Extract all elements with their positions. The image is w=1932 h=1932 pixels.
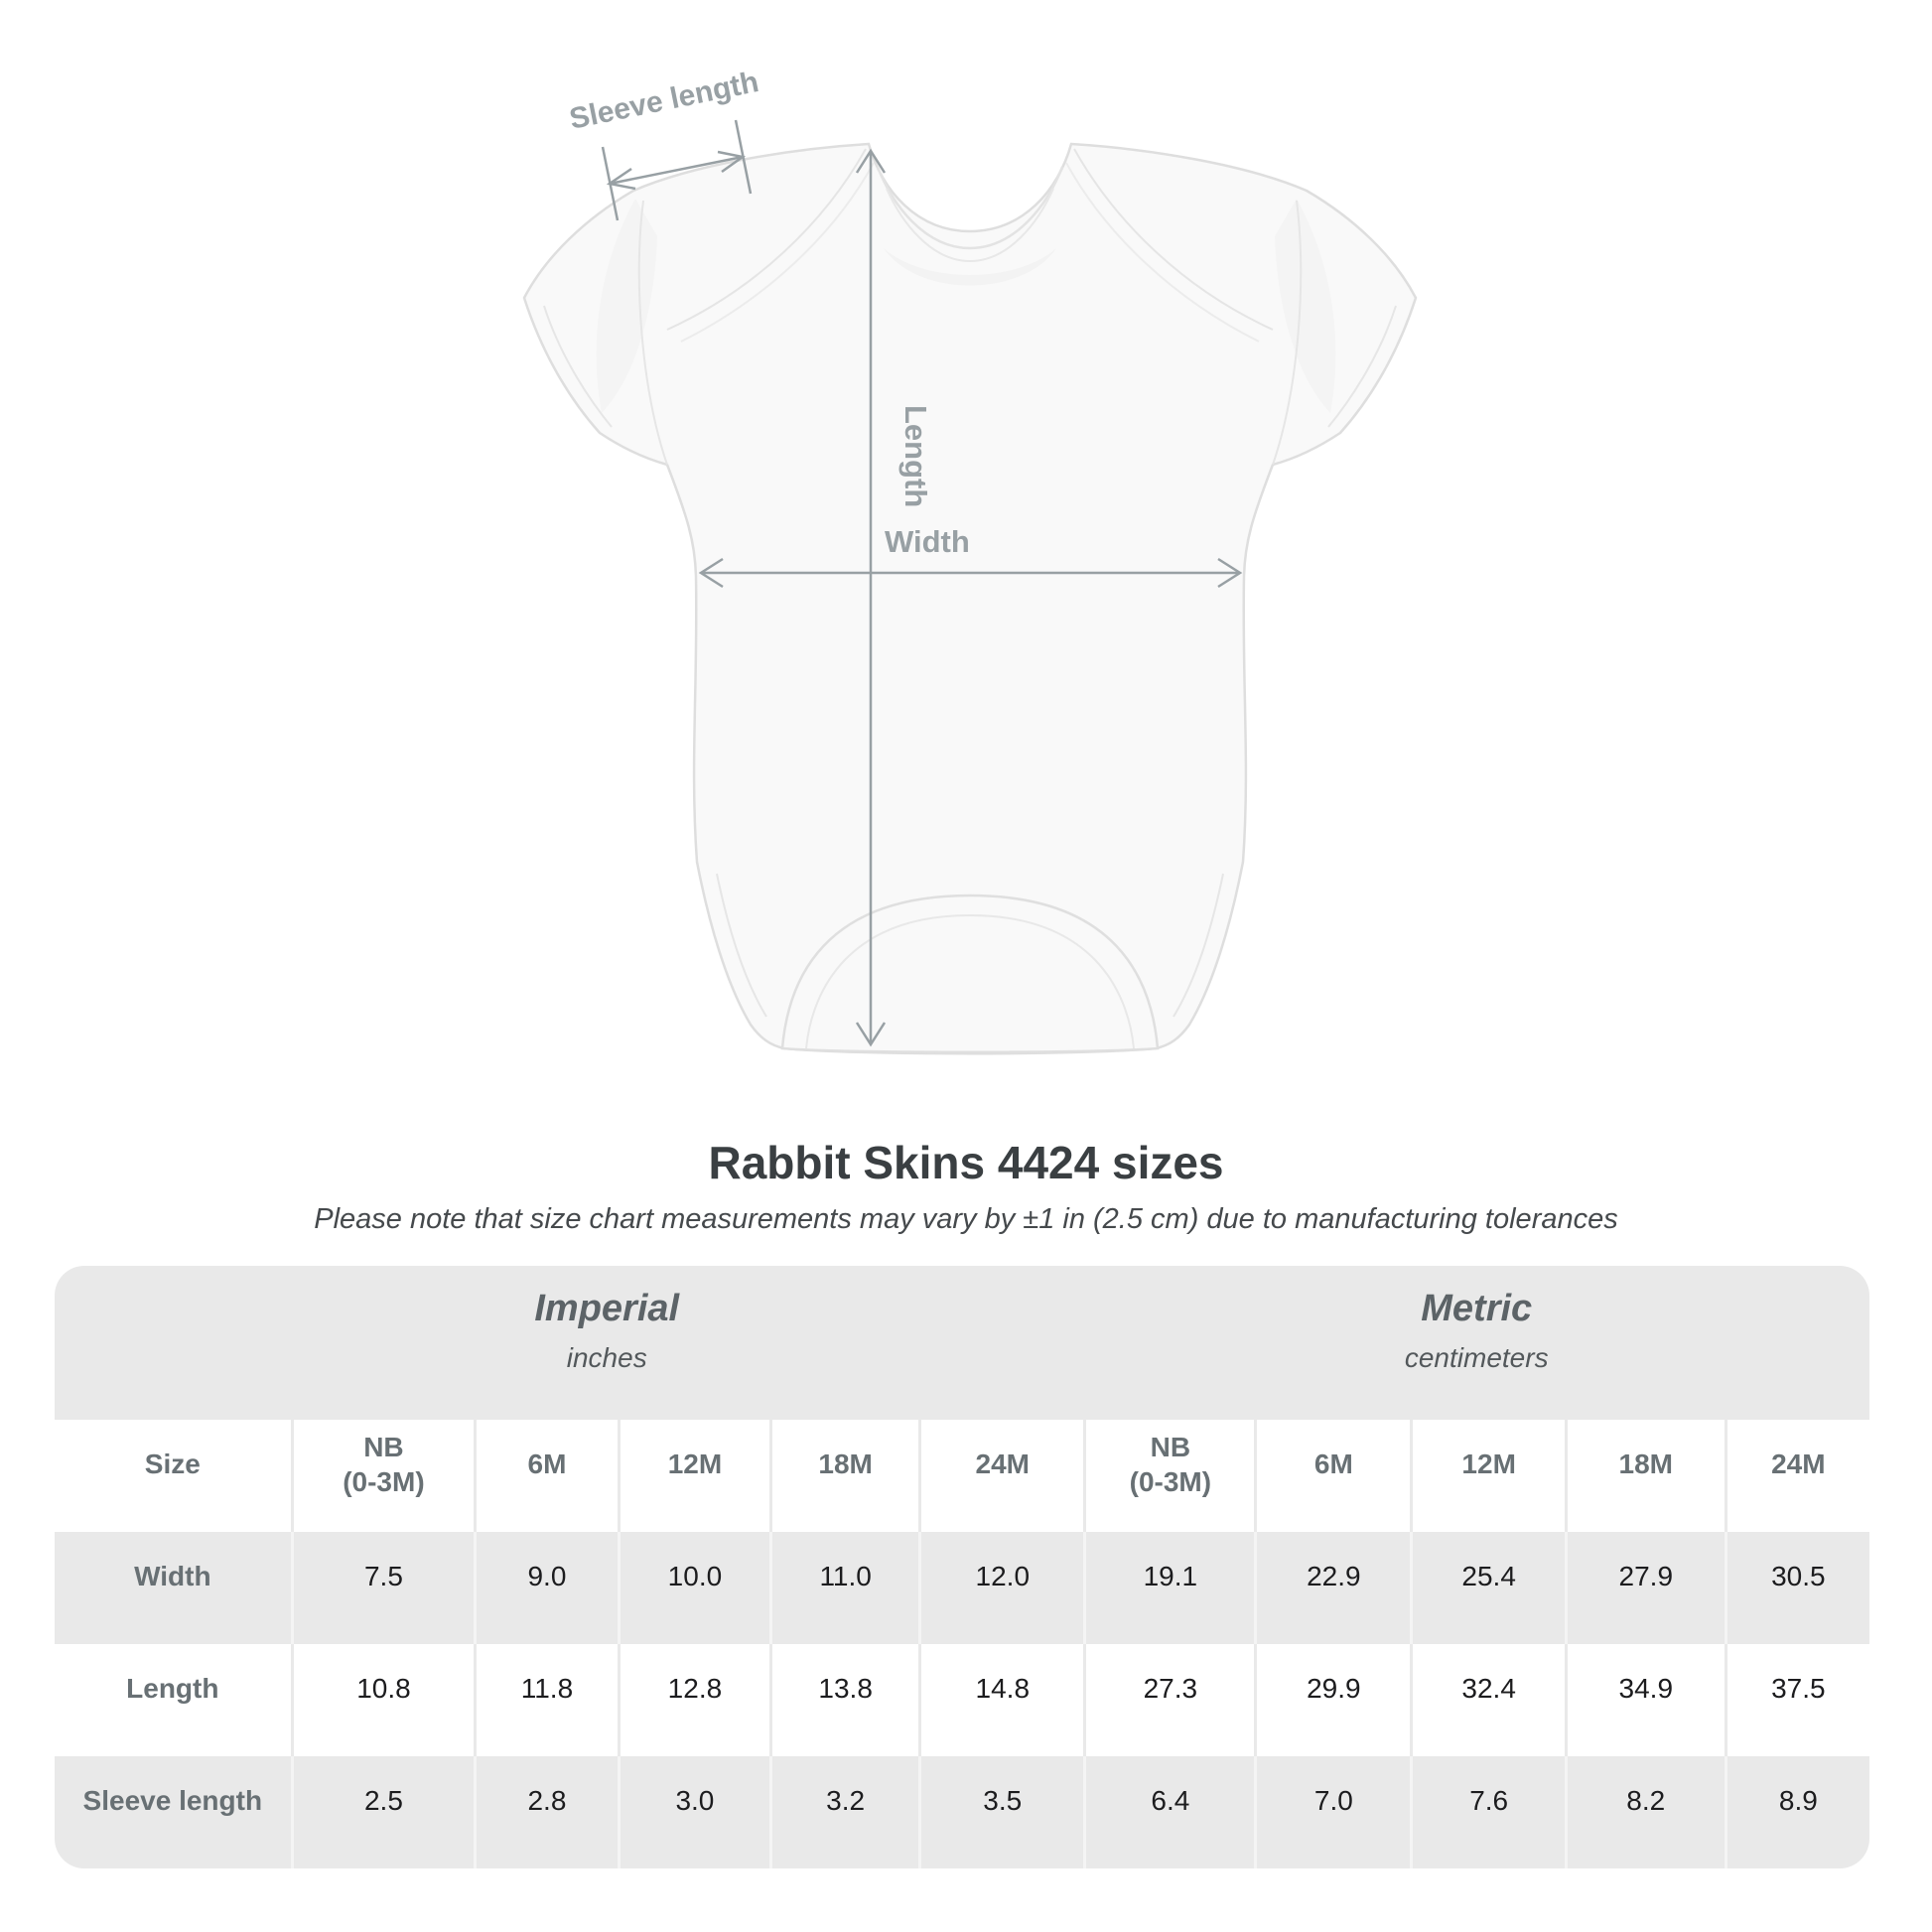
table-row-width: Width 7.5 9.0 10.0 11.0 12.0 19.1 22.9 2…	[55, 1532, 1869, 1644]
unit-group-imperial: Imperial inches	[55, 1266, 1084, 1420]
cell: 3.2	[769, 1756, 919, 1868]
cell: 29.9	[1254, 1644, 1411, 1756]
cell: 32.4	[1410, 1644, 1565, 1756]
sleeve-shading-right	[1275, 199, 1336, 413]
cell: 7.0	[1254, 1756, 1411, 1868]
row-label: Length	[55, 1644, 291, 1756]
lap-shoulder-binding-right	[1065, 162, 1260, 343]
neck-shading	[884, 248, 1056, 286]
size-table: Imperial inches Metric centimeters Size …	[55, 1266, 1869, 1868]
cell: 7.6	[1410, 1756, 1565, 1868]
snap-flap	[780, 894, 1160, 1053]
lap-shoulder-seam-right	[1073, 148, 1274, 331]
col-header: 6M	[1254, 1420, 1411, 1532]
cell: 13.8	[769, 1644, 919, 1756]
onesie-graphic: Sleeve length Length Width	[522, 66, 1418, 1055]
leg-binding-left	[716, 873, 767, 1018]
size-header: Size	[55, 1420, 291, 1532]
sleeve-shading-left	[596, 199, 657, 413]
size-table-wrap: Imperial inches Metric centimeters Size …	[55, 1266, 1869, 1868]
cell: 9.0	[474, 1532, 618, 1644]
sleeve-length-arrow	[601, 119, 753, 221]
unit-band-row: Imperial inches Metric centimeters	[55, 1266, 1869, 1420]
metric-units: centimeters	[1404, 1342, 1549, 1373]
cell: 10.8	[290, 1644, 475, 1756]
cell: 34.9	[1564, 1644, 1725, 1756]
onesie-diagram: Sleeve length Length Width	[522, 66, 1418, 1055]
cell: 12.8	[617, 1644, 770, 1756]
unit-group-metric: Metric centimeters	[1083, 1266, 1869, 1420]
column-header-row: Size NB (0-3M) 6M 12M 18M 24M NB (0-3M) …	[55, 1420, 1869, 1532]
row-label: Sleeve length	[55, 1756, 291, 1868]
snap-flap-binding	[805, 913, 1135, 1049]
col-header: NB (0-3M)	[1083, 1420, 1255, 1532]
width-label: Width	[885, 524, 970, 559]
lap-shoulder-seam-left	[666, 148, 867, 331]
cell: 10.0	[617, 1532, 770, 1644]
length-label: Length	[898, 405, 933, 507]
cell: 25.4	[1410, 1532, 1565, 1644]
cell: 37.5	[1724, 1644, 1869, 1756]
imperial-label: Imperial	[534, 1288, 680, 1329]
cell: 3.5	[918, 1756, 1084, 1868]
cell: 22.9	[1254, 1532, 1411, 1644]
col-header: 18M	[769, 1420, 919, 1532]
cell: 8.2	[1564, 1756, 1725, 1868]
cell: 8.9	[1724, 1756, 1869, 1868]
cell: 2.5	[290, 1756, 475, 1868]
imperial-units: inches	[566, 1342, 647, 1373]
col-header: 18M	[1564, 1420, 1725, 1532]
col-header: NB (0-3M)	[290, 1420, 475, 1532]
col-header: 6M	[474, 1420, 618, 1532]
cell: 14.8	[918, 1644, 1084, 1756]
collar-seam-inner	[886, 188, 1054, 263]
col-header: 12M	[1410, 1420, 1565, 1532]
collar-seam-outer	[876, 166, 1064, 250]
cell: 11.0	[769, 1532, 919, 1644]
width-arrow	[698, 557, 1243, 589]
cell: 11.8	[474, 1644, 618, 1756]
cell: 27.9	[1564, 1532, 1725, 1644]
col-header: 24M	[918, 1420, 1084, 1532]
cell: 7.5	[290, 1532, 475, 1644]
armhole-seam-left	[637, 200, 668, 466]
armhole-seam-right	[1272, 200, 1303, 466]
leg-binding-right	[1173, 873, 1224, 1018]
tolerance-note: Please note that size chart measurements…	[314, 1203, 1618, 1235]
onesie-body	[522, 142, 1418, 1055]
row-label: Width	[55, 1532, 291, 1644]
table-row-sleeve-length: Sleeve length 2.5 2.8 3.0 3.2 3.5 6.4 7.…	[55, 1756, 1869, 1868]
cell: 2.8	[474, 1756, 618, 1868]
col-header: 12M	[617, 1420, 770, 1532]
cuff-seam-left	[543, 305, 613, 428]
col-header: 24M	[1724, 1420, 1869, 1532]
cell: 27.3	[1083, 1644, 1255, 1756]
sleeve-length-label: Sleeve length	[567, 66, 761, 136]
length-arrow	[855, 148, 887, 1047]
lap-shoulder-binding-left	[680, 162, 875, 343]
cell: 30.5	[1724, 1532, 1869, 1644]
page-title: Rabbit Skins 4424 sizes	[708, 1137, 1224, 1188]
cell: 3.0	[617, 1756, 770, 1868]
metric-label: Metric	[1421, 1288, 1533, 1329]
cell: 6.4	[1083, 1756, 1255, 1868]
cuff-seam-right	[1327, 305, 1397, 428]
cell: 19.1	[1083, 1532, 1255, 1644]
table-row-length: Length 10.8 11.8 12.8 13.8 14.8 27.3 29.…	[55, 1644, 1869, 1756]
cell: 12.0	[918, 1532, 1084, 1644]
